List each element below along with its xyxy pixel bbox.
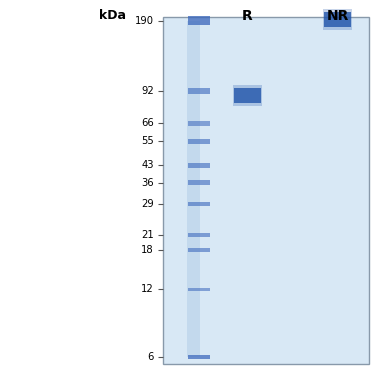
Bar — [188, 354, 210, 359]
Bar — [188, 88, 210, 94]
Bar — [188, 180, 210, 185]
Bar — [187, 21, 200, 357]
Bar — [163, 17, 369, 364]
Bar — [324, 12, 351, 27]
Bar — [188, 288, 210, 291]
Text: 6: 6 — [147, 352, 154, 362]
Text: R: R — [242, 9, 253, 23]
Text: 29: 29 — [141, 199, 154, 208]
Text: 190: 190 — [135, 15, 154, 26]
Text: kDa: kDa — [99, 9, 126, 22]
Bar — [234, 88, 261, 104]
Bar — [188, 248, 210, 252]
Bar — [188, 233, 210, 237]
Bar — [188, 139, 210, 144]
Bar — [233, 85, 262, 106]
Text: 66: 66 — [141, 118, 154, 129]
Text: 18: 18 — [141, 245, 154, 255]
Text: NR: NR — [326, 9, 349, 23]
Bar — [188, 201, 210, 206]
Bar — [188, 121, 210, 126]
Text: 92: 92 — [141, 86, 154, 96]
Text: 55: 55 — [141, 136, 154, 146]
Bar — [188, 163, 210, 168]
Text: 43: 43 — [141, 160, 154, 170]
Text: 12: 12 — [141, 285, 154, 294]
Bar — [323, 9, 352, 30]
Bar — [188, 16, 210, 25]
Text: 21: 21 — [141, 230, 154, 240]
Text: 36: 36 — [141, 177, 154, 188]
